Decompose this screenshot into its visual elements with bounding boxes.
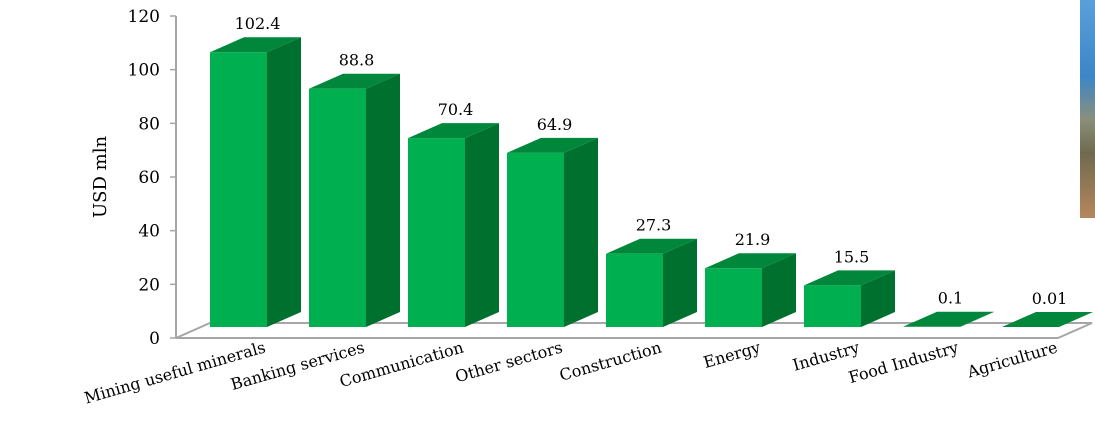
- bar-top: [705, 253, 796, 269]
- data-label: 27.3: [636, 216, 672, 235]
- bar: [705, 253, 796, 327]
- bar-front: [507, 152, 564, 327]
- chart-floor: [175, 322, 1093, 339]
- category-label: Construction: [557, 338, 663, 385]
- bar-side: [960, 311, 994, 327]
- bar-top: [210, 37, 301, 53]
- category-label: Energy: [701, 338, 762, 372]
- data-label: 21.9: [735, 230, 771, 249]
- bar-top: [1002, 311, 1093, 327]
- bar-side: [762, 253, 796, 327]
- bar: [903, 311, 994, 327]
- bar-front: [210, 52, 267, 328]
- bar-side: [267, 37, 301, 328]
- y-tick-label: 40: [138, 222, 160, 242]
- data-label: 64.9: [537, 115, 573, 134]
- bar: [804, 270, 895, 327]
- bar-front: [606, 253, 663, 327]
- bar-side: [366, 73, 400, 327]
- bar-top: [408, 123, 499, 139]
- y-tick-label: 60: [138, 168, 160, 188]
- category-label: Agriculture: [964, 338, 1059, 382]
- bar-side: [465, 123, 499, 328]
- bar: [408, 123, 499, 328]
- bar-front: [408, 138, 465, 327]
- bar-side: [1059, 311, 1093, 327]
- category-label: Food Industry: [846, 338, 960, 388]
- photo-thumbnail: [1080, 0, 1095, 218]
- data-label: 88.8: [339, 51, 375, 70]
- bar: [309, 73, 400, 327]
- data-label: 0.1: [938, 289, 963, 308]
- bar-top: [903, 311, 994, 327]
- bar: [210, 37, 301, 328]
- y-tick-label: 20: [138, 275, 160, 295]
- bar: [507, 137, 598, 327]
- bar-top: [507, 137, 598, 153]
- bar-top: [309, 73, 400, 89]
- data-labels: 102.4 88.8 70.4 64.9 27.3 21.9 15.5 0.1 0.01: [235, 14, 1068, 308]
- y-tick-label: 0: [149, 329, 160, 349]
- floor-outline: [175, 322, 1093, 339]
- bar-top: [606, 238, 697, 254]
- bar-side: [861, 270, 895, 327]
- bar: [1002, 311, 1093, 327]
- y-tick-label: 120: [128, 7, 160, 27]
- y-tick-label: 80: [138, 114, 160, 134]
- bar-front: [705, 268, 762, 327]
- bar-front: [804, 285, 861, 327]
- data-label: 102.4: [235, 14, 281, 33]
- bar: [606, 238, 697, 327]
- category-label: Other sectors: [453, 338, 565, 387]
- bars: [210, 37, 1093, 328]
- bar-side: [663, 238, 697, 327]
- y-axis: 0 20 40 60 80 100 120: [128, 7, 177, 349]
- data-label: 15.5: [834, 247, 870, 266]
- data-label: 70.4: [438, 100, 474, 119]
- y-tick-label: 100: [128, 61, 160, 81]
- bar-top: [804, 270, 895, 286]
- data-label: 0.01: [1032, 289, 1068, 308]
- y-axis-title: USD mln: [90, 136, 111, 218]
- bar-side: [564, 137, 598, 327]
- bar-front: [309, 88, 366, 327]
